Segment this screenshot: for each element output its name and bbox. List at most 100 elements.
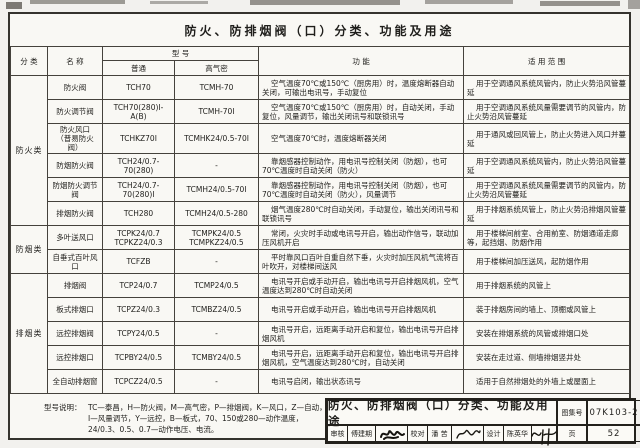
designer-name: 陈英华 (504, 426, 532, 441)
model-code-legend: 型号说明： TC—泰昌，H—防火阀，M—高气密，P—排烟阀，K—风口，Z—自动，… (10, 394, 629, 438)
checker-signature (452, 426, 484, 441)
row-model-airtight: - (173, 153, 260, 178)
row-model-normal: TCPY24/0.5 (102, 321, 175, 346)
group-smoke-exhaust: 排烟类 (10, 273, 48, 394)
header-category: 分 类 (10, 46, 48, 76)
row-function: 平时靠风口百叶自重自然下垂，火灾时加压风机气流将百叶吹开，对楼梯间送风 (258, 249, 465, 274)
row-function: 空气温度70℃时，温度熔断器关闭 (258, 123, 465, 154)
row-scope: 用于空调通风系统风量需要调节的风管内，防止火势沿风管蔓延 (463, 177, 631, 202)
scan-artifact (30, 0, 125, 4)
row-model-normal: TCPK24/0.7 TCPKZ24/0.3 (102, 225, 175, 250)
group-smoke-prevent: 防烟类 (10, 225, 48, 274)
atlas-number-value: 07K103-2 (587, 400, 640, 425)
row-scope: 用于空调通风系统风管内，防止火势沿风管蔓延 (463, 153, 631, 178)
header-model-airtight: 高气密 (173, 60, 260, 76)
row-scope: 用于楼梯间加压送风，起防烟作用 (463, 249, 631, 274)
row-scope: 用于空调通风系统风量需要调节的风管内，防止火势沿风管蔓延 (463, 99, 631, 124)
row-model-normal: TCH24/0.7-70(280) (102, 153, 175, 178)
table-row: 远控排烟阀 TCPY24/0.5 - 电讯号开启，远距离手动开启和复位，输出电讯… (11, 321, 631, 346)
row-model-normal: TCPBY24/0.5 (102, 345, 175, 370)
row-name: 多叶送风口 (47, 225, 103, 250)
header-name: 名 称 (47, 46, 103, 76)
table-row: 远控排烟口 TCPBY24/0.5 TCMBY24/0.5 电讯号开启，远距离手… (11, 345, 631, 370)
row-model-airtight: - (173, 249, 260, 274)
legend-label: 型号说明： (44, 403, 82, 412)
row-model-airtight: TCMPK24/0.5 TCMPKZ24/0.5 (173, 225, 260, 250)
row-function: 烟气温度280℃时自动关闭，手动复位，输出关闭讯号和联锁讯号 (258, 201, 465, 226)
table-row: 板式排烟口 TCPZ24/0.3 TCMBZ24/0.5 电讯号开启或手动开启，… (11, 297, 631, 322)
row-function: 电讯号启闭，输出状态讯号 (258, 369, 465, 394)
row-function: 靠烟感器控制动作，用电讯号控制关闭（防烟），也可70℃温度时自动关闭（防火） (258, 153, 465, 178)
row-model-airtight: - (173, 369, 260, 394)
checker-label: 校对 (408, 426, 428, 441)
row-model-normal: TCHKZ70I (102, 123, 175, 154)
row-function: 电讯号开启，远距离手动开启和复位，输出电讯号开启排烟风机，空气温度达到280℃时… (258, 345, 465, 370)
scan-artifact (540, 1, 620, 6)
page-title: 防火、防排烟阀（口）分类、功能及用途 (184, 23, 455, 38)
row-name: 防火风口 （普易防火阀） (47, 123, 103, 154)
table-row: 防火类 防火阀 TCH70 TCMH-70 空气温度70℃或150℃（厨房用）时… (10, 75, 631, 226)
table-row: 防烟防火调节阀 TCH24/0.7-70(280)I TCMH24/0.5-70… (11, 177, 631, 202)
row-scope: 用于楼梯间前室、合用前室、防烟通道走廊等，起挡烟、防烟作用 (463, 225, 631, 250)
row-model-airtight: TCMHK24/0.5-70I (173, 123, 260, 154)
row-model-normal: TCH70 (102, 75, 175, 100)
reviewer-signature (376, 426, 408, 441)
row-name: 排烟防火阀 (47, 201, 103, 226)
scan-artifact (6, 2, 22, 9)
row-model-normal: TCH24/0.7-70(280)I (102, 177, 175, 202)
row-function: 电讯号开启或手动开启，输出电讯号开启排烟风机，空气温度达到280℃时自动关闭 (258, 273, 465, 298)
row-name: 防烟防火调节阀 (47, 177, 103, 202)
row-model-normal: TCH70(280)I-A(B) (102, 99, 175, 124)
row-scope: 用于排烟系统风管上，防止火势沿排烟风管蔓延 (463, 201, 631, 226)
reviewer-name: 傅建期 (348, 426, 376, 441)
row-function: 电讯号开启或手动开启，输出电讯号开启排烟风机 (258, 297, 465, 322)
row-function: 空气温度70℃或150℃（厨房用）时，自动关闭，手动复位，风量调节，输出关闭讯号… (258, 99, 465, 124)
row-model-normal: TCP24/0.7 (102, 273, 175, 298)
table-row: 排烟类 排烟阀 TCP24/0.7 TCMP24/0.5 电讯号开启或手动开启，… (10, 273, 631, 394)
scan-artifact (628, 0, 640, 9)
row-model-airtight: TCMP24/0.5 (173, 273, 260, 298)
designer-label: 设计 (484, 426, 504, 441)
row-name: 全自动排烟窗 (47, 369, 103, 394)
row-model-normal: TCPZ24/0.3 (102, 297, 175, 322)
table-row: 排烟防火阀 TCH280 TCMH24/0.5-280 烟气温度280℃时自动关… (11, 201, 631, 226)
signature-row: 审核 傅建期 校对 潘 苦 设计 陈英华 (327, 425, 557, 446)
row-name: 防火阀 (47, 75, 103, 100)
row-scope: 安装在走过道、侧墙排烟竖井处 (463, 345, 631, 370)
row-name: 远控排烟阀 (47, 321, 103, 346)
table-row: 全自动排烟窗 TCPCZ24/0.5 - 电讯号启闭，输出状态讯号 适用于自然排… (11, 369, 631, 394)
row-name: 防烟防火阀 (47, 153, 103, 178)
table-row: 自垂式百叶风口 TCFZB - 平时靠风口百叶自重自然下垂，火灾时加压风机气流将… (11, 249, 631, 274)
row-model-normal: TCH280 (102, 201, 175, 226)
row-model-airtight: - (173, 321, 260, 346)
row-model-airtight: TCMH-70I (173, 99, 260, 124)
row-model-airtight: TCMBZ24/0.5 (173, 297, 260, 322)
page-label: 页 (557, 425, 587, 442)
row-name: 远控排烟口 (47, 345, 103, 370)
row-model-normal: TCPCZ24/0.5 (102, 369, 175, 394)
header-model-normal: 普通 (102, 60, 175, 76)
row-function: 空气温度70℃或150℃（厨房用）时，温度熔断器自动关闭，可输出电讯号，手动复位 (258, 75, 465, 100)
row-name: 板式排烟口 (47, 297, 103, 322)
group-fire: 防火类 (10, 75, 48, 226)
row-name: 自垂式百叶风口 (47, 249, 103, 274)
table-row: 防火风口 （普易防火阀） TCHKZ70I TCMHK24/0.5-70I 空气… (11, 123, 631, 154)
scan-artifact (250, 0, 400, 5)
scan-artifact (425, 0, 513, 4)
drawing-title-block: 防火、防排烟阀（口）分类、功能及用途 图集号 07K103-2 审核 傅建期 校… (325, 398, 640, 446)
legend-line-2: I—风量调节，Y—远控，B—板式，70、150或280—动作温度， (88, 414, 304, 423)
row-scope: 安装在排烟系统的风管或排烟口处 (463, 321, 631, 346)
row-scope: 用于通风或回风管上，防止火势进入风口并蔓延 (463, 123, 631, 154)
header-model: 型 号 (101, 46, 260, 61)
legend-line-1: TC—泰昌，H—防火阀，M—高气密，P—排烟阀，K—风口，Z—自动， (88, 403, 327, 412)
scan-artifact (150, 1, 208, 4)
row-model-airtight: TCMH24/0.5-70I (173, 177, 260, 202)
row-model-normal: TCFZB (102, 249, 175, 274)
header-scope: 适 用 范 围 (463, 46, 631, 76)
row-model-airtight: TCMH24/0.5-280 (173, 201, 260, 226)
atlas-number-label: 图集号 (557, 400, 587, 425)
title-block-title: 防火、防排烟阀（口）分类、功能及用途 (327, 398, 557, 428)
main-table-frame: 防火、防排烟阀（口）分类、功能及用途 分 类 名 称 型 号 功 能 适 用 范… (8, 12, 631, 440)
header-function: 功 能 (258, 46, 465, 76)
